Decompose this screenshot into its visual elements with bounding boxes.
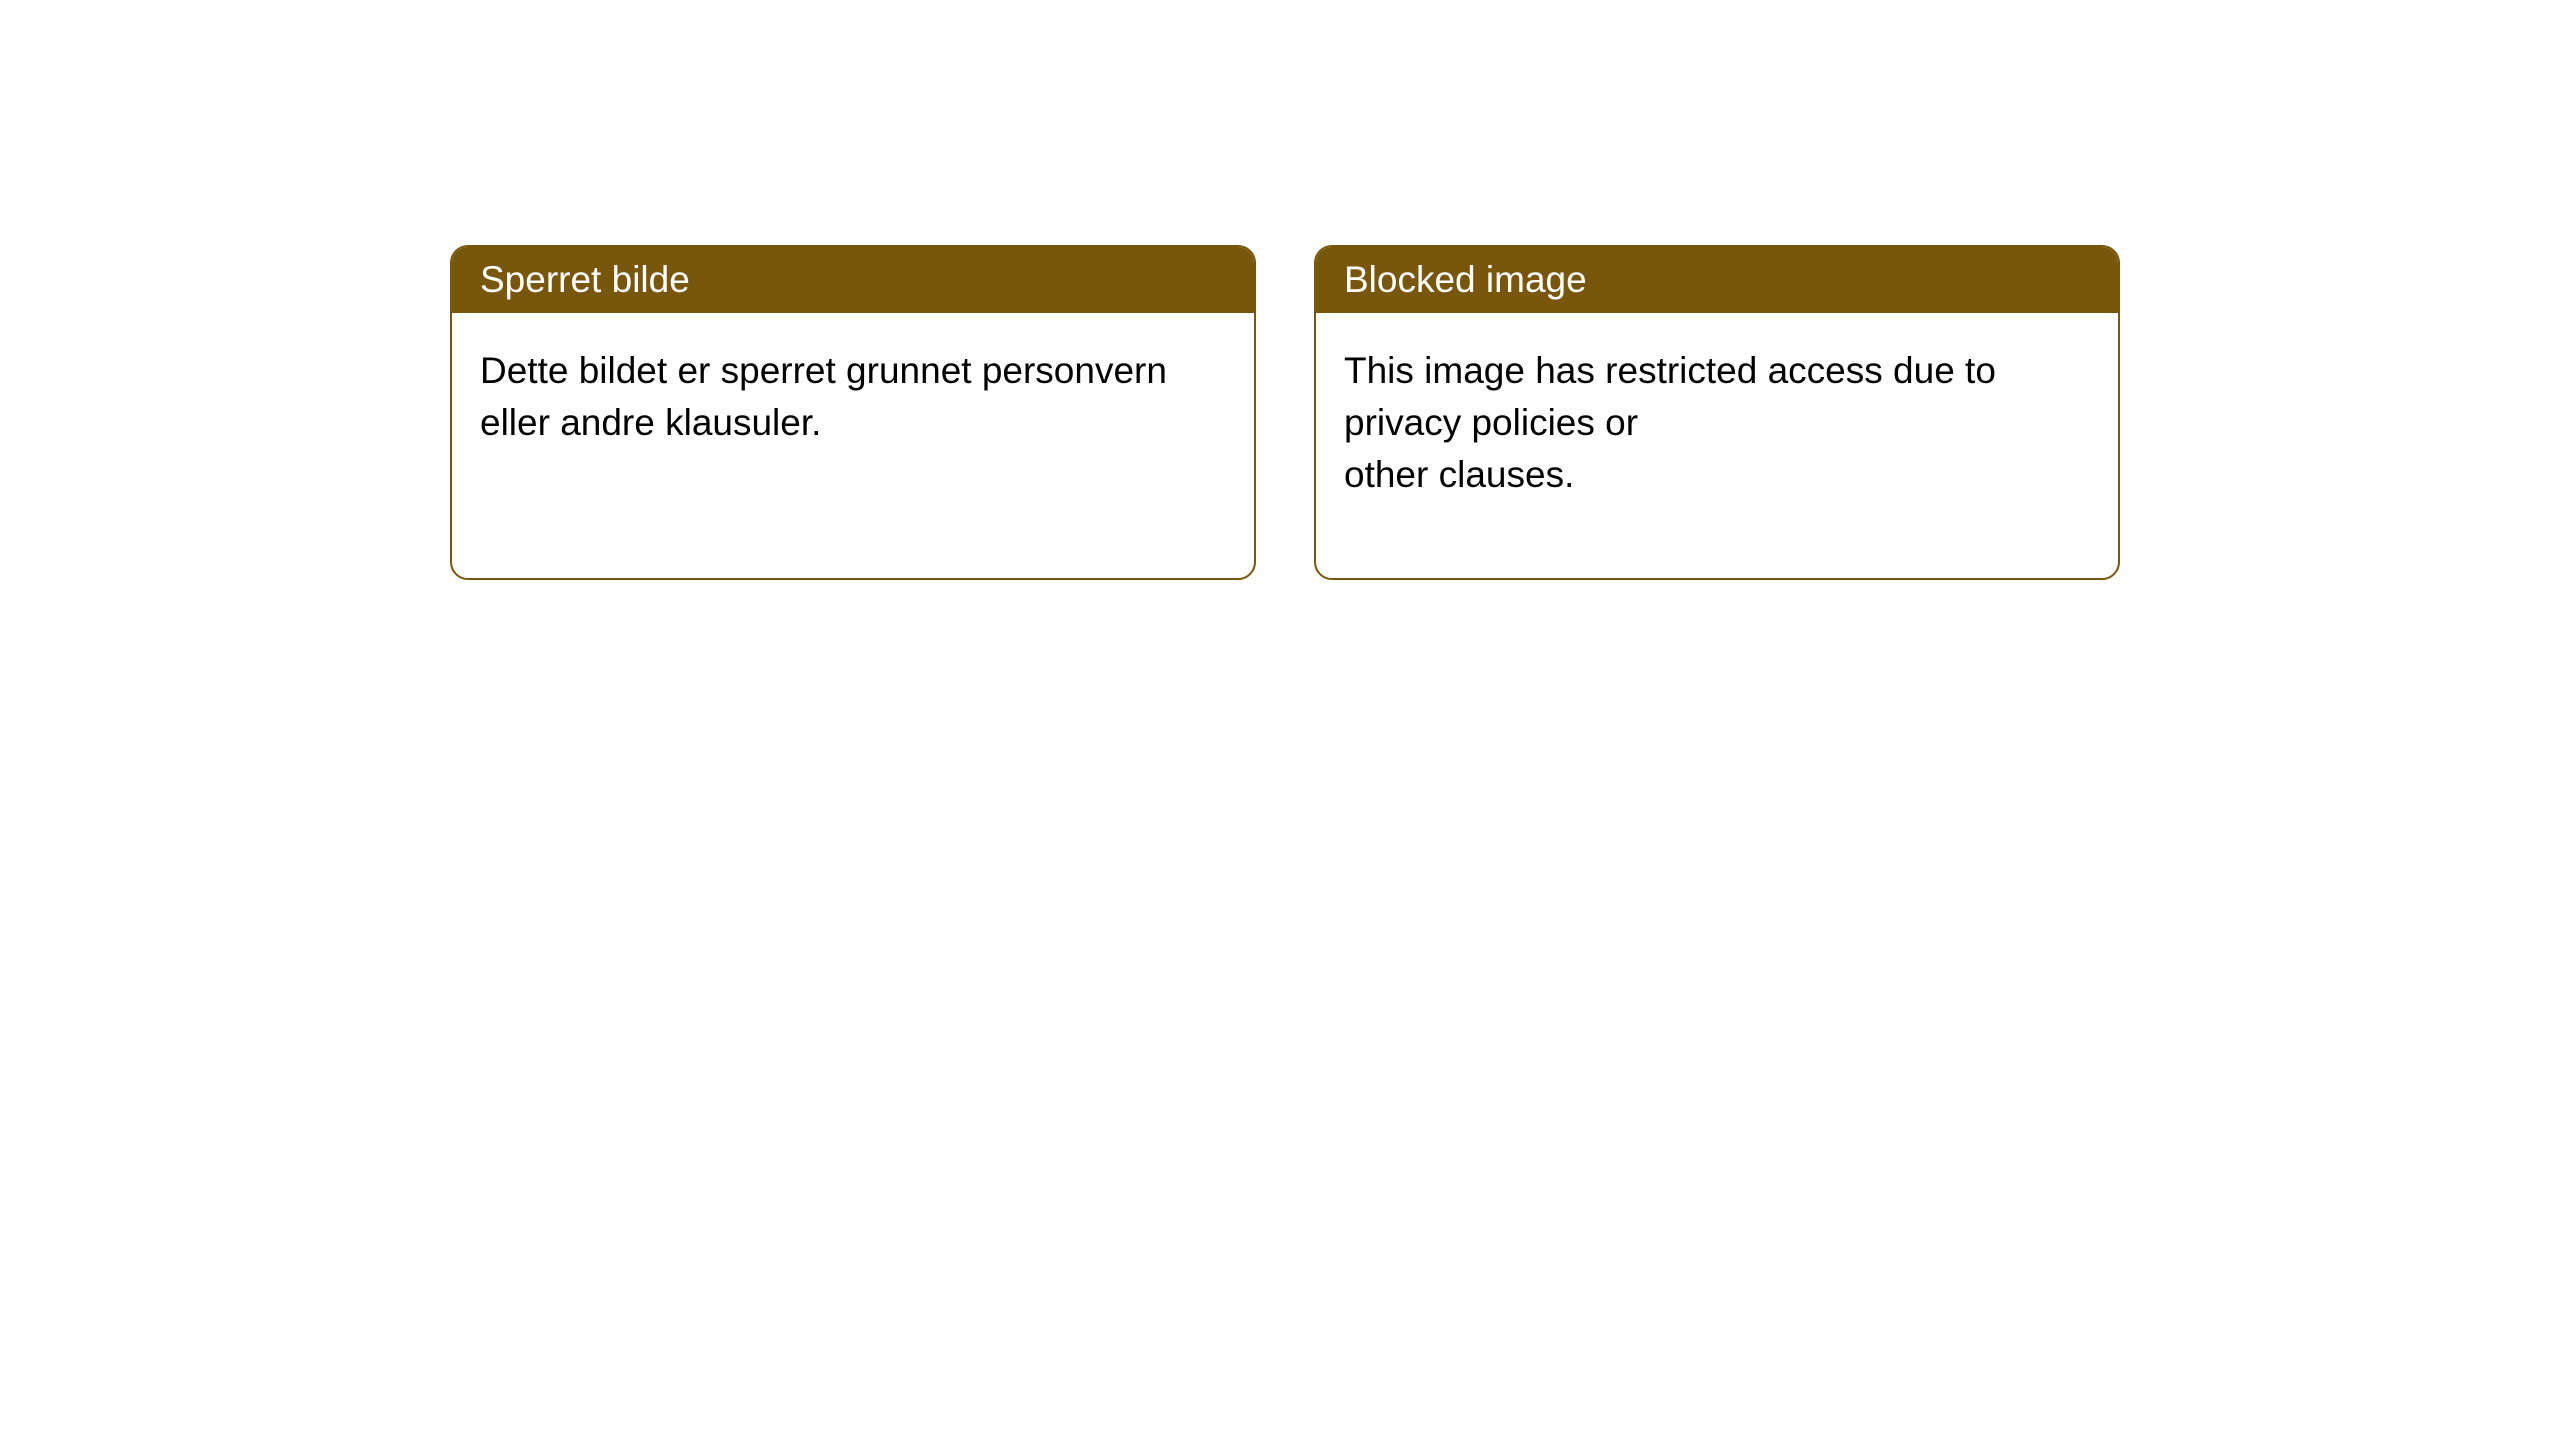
notice-card-en: Blocked image This image has restricted … (1314, 245, 2120, 580)
notice-card-no: Sperret bilde Dette bildet er sperret gr… (450, 245, 1256, 580)
notice-header-no: Sperret bilde (452, 247, 1254, 313)
notice-body-en: This image has restricted access due to … (1316, 313, 2118, 532)
notice-header-en: Blocked image (1316, 247, 2118, 313)
notice-container: Sperret bilde Dette bildet er sperret gr… (0, 0, 2560, 580)
notice-body-no: Dette bildet er sperret grunnet personve… (452, 313, 1254, 481)
